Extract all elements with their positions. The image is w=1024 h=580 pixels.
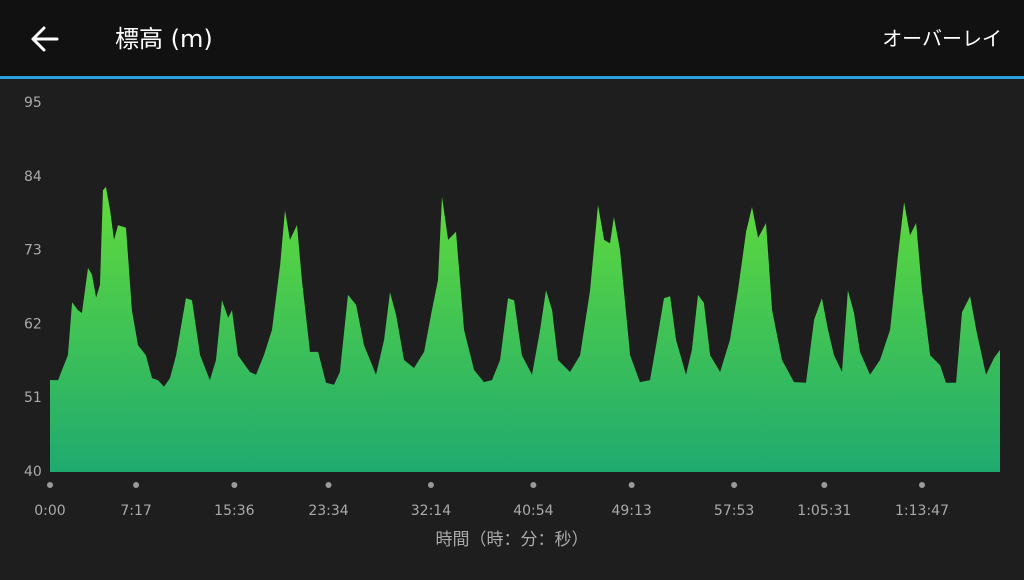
x-tick-label: 1:05:31 (797, 503, 851, 519)
x-tick-label: 49:13 (611, 503, 651, 519)
y-tick-label: 73 (24, 243, 42, 259)
x-tick-dot (47, 482, 53, 488)
x-tick-label: 40:54 (513, 503, 553, 519)
y-tick-label: 62 (24, 316, 42, 332)
x-axis-label: 時間（時：分：秒） (436, 530, 589, 550)
x-tick-dot (133, 482, 140, 488)
y-tick-label: 95 (24, 95, 42, 111)
y-tick-label: 40 (24, 464, 42, 480)
x-tick-dot (821, 482, 828, 488)
x-tick-label: 32:14 (411, 503, 451, 519)
back-arrow (31, 26, 59, 52)
x-tick-label: 1:13:47 (895, 503, 949, 519)
back-button[interactable] (31, 26, 59, 52)
x-tick-dot (325, 482, 332, 488)
x-tick-label: 0:00 (34, 503, 65, 519)
y-tick-label: 84 (24, 169, 42, 185)
x-tick-label: 7:17 (120, 503, 151, 519)
overlay-button[interactable]: オーバーレイ (882, 27, 1002, 51)
x-tick-dot (918, 482, 925, 488)
x-tick-dot (530, 482, 537, 488)
app-bar-accent (0, 76, 1024, 79)
x-tick-dot (628, 482, 635, 488)
x-tick-label: 15:36 (214, 503, 254, 519)
x-tick-label: 23:34 (308, 503, 348, 519)
screen-title: 標高 (m) (115, 25, 213, 53)
elevation-area (50, 186, 1000, 472)
y-tick-label: 51 (24, 390, 42, 406)
app-bar (0, 0, 1024, 76)
x-tick-dot (427, 482, 434, 488)
x-tick-dot (731, 482, 738, 488)
x-tick-dot (231, 482, 238, 488)
x-tick-label: 57:53 (714, 503, 754, 519)
